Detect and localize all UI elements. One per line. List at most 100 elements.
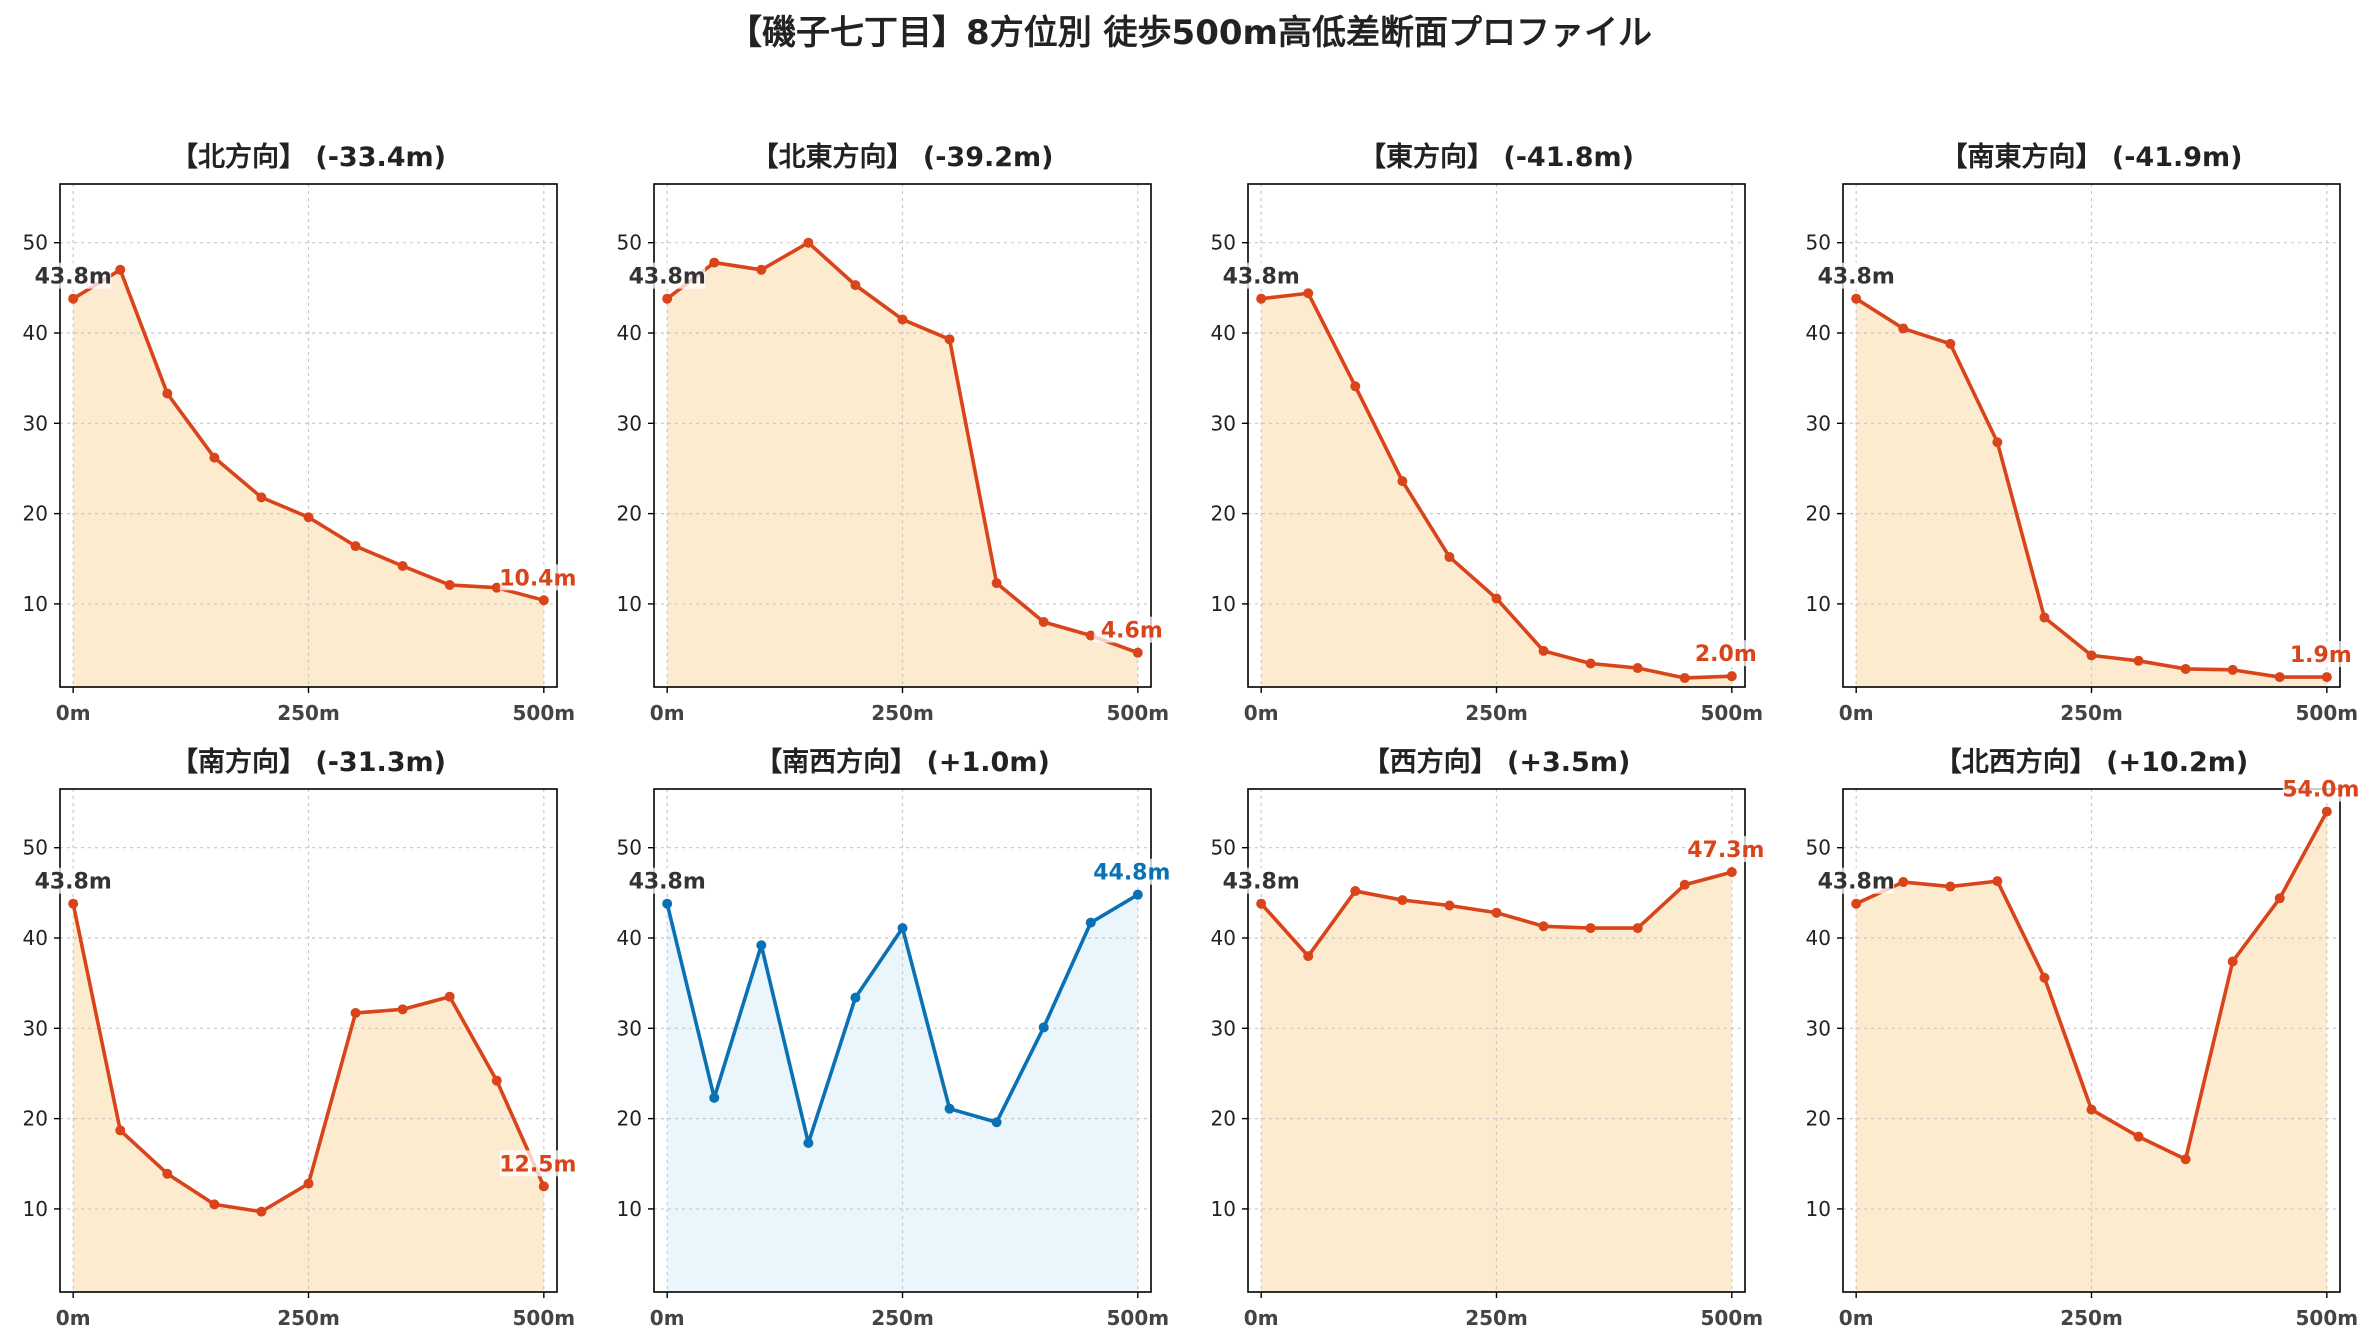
start-label: 43.8m	[35, 265, 112, 290]
start-label-bg	[1223, 867, 1300, 894]
data-point	[444, 579, 455, 590]
start-label: 43.8m	[1818, 870, 1895, 895]
y-tick-label: 40	[617, 926, 642, 950]
end-label-bg	[2282, 641, 2359, 668]
data-point	[897, 314, 908, 325]
data-point	[256, 492, 267, 503]
data-point	[991, 578, 1002, 589]
end-label-bg	[1093, 616, 1170, 643]
y-tick-label: 20	[1211, 502, 1236, 526]
start-label-bg	[35, 262, 112, 289]
end-label-bg	[1093, 858, 1170, 885]
y-tick-label: 20	[617, 502, 642, 526]
data-point	[1538, 645, 1549, 656]
panel-title: 【南東方向】 (-41.9m)	[1940, 141, 2242, 173]
y-tick-label: 10	[1806, 1197, 1831, 1221]
x-tick-label: 0m	[1244, 701, 1279, 725]
x-tick-label: 500m	[2296, 701, 2359, 725]
data-point	[303, 1178, 314, 1189]
y-tick-label: 10	[1211, 592, 1236, 616]
x-tick-label: 0m	[56, 701, 91, 725]
y-tick-label: 30	[1806, 411, 1831, 435]
y-tick-label: 40	[23, 321, 48, 345]
y-tick-label: 40	[617, 321, 642, 345]
area-fill	[1856, 811, 2327, 1292]
data-point	[2227, 664, 2238, 675]
data-point	[897, 923, 908, 934]
y-tick-label: 10	[1211, 1197, 1236, 1221]
data-point	[2321, 806, 2332, 817]
data-point	[303, 512, 314, 523]
y-tick-label: 50	[617, 836, 642, 860]
x-tick-label: 0m	[1839, 1306, 1874, 1330]
data-point	[2180, 663, 2191, 674]
end-label: 54.0m	[2282, 778, 2359, 803]
panel-title: 【北方向】 (-33.4m)	[171, 141, 446, 173]
data-point	[2039, 612, 2050, 623]
data-point	[1038, 616, 1049, 627]
x-tick-label: 0m	[1839, 701, 1874, 725]
panel-title: 【北東方向】 (-39.2m)	[751, 141, 1053, 173]
start-label-bg	[1818, 867, 1895, 894]
data-point	[1444, 900, 1455, 911]
data-point	[1851, 293, 1862, 304]
x-tick-label: 500m	[513, 1306, 576, 1330]
data-point	[1679, 672, 1690, 683]
start-label: 43.8m	[629, 870, 706, 895]
y-tick-label: 50	[23, 836, 48, 860]
data-point	[1350, 381, 1361, 392]
data-point	[2086, 1104, 2097, 1115]
data-point	[1303, 951, 1314, 962]
data-point	[2274, 672, 2285, 683]
data-point	[1538, 921, 1549, 932]
start-label: 43.8m	[1818, 265, 1895, 290]
data-point	[115, 264, 126, 275]
x-tick-label: 250m	[2060, 1306, 2123, 1330]
data-point	[850, 280, 861, 291]
data-point	[1679, 879, 1690, 890]
data-point	[350, 1007, 361, 1018]
data-point	[944, 334, 955, 345]
y-tick-label: 10	[23, 1197, 48, 1221]
x-tick-label: 500m	[1701, 1306, 1764, 1330]
y-tick-label: 50	[1211, 231, 1236, 255]
start-label-bg	[629, 867, 706, 894]
start-label-bg	[1223, 262, 1300, 289]
x-tick-label: 250m	[277, 701, 340, 725]
x-tick-label: 500m	[1107, 1306, 1170, 1330]
y-tick-label: 30	[1211, 1016, 1236, 1040]
start-label: 43.8m	[1223, 265, 1300, 290]
data-point	[209, 452, 220, 463]
data-point	[1585, 658, 1596, 669]
data-point	[1303, 288, 1314, 299]
figure-title: 【磯子七丁目】8方位別 徒歩500m高低差断面プロファイル	[728, 13, 1652, 53]
data-point	[1085, 630, 1096, 641]
x-tick-label: 250m	[1465, 701, 1528, 725]
data-point	[709, 1092, 720, 1103]
data-point	[444, 991, 455, 1002]
y-tick-label: 40	[1211, 926, 1236, 950]
x-tick-label: 0m	[650, 701, 685, 725]
end-label: 1.9m	[2290, 643, 2352, 668]
area-fill	[1261, 872, 1732, 1292]
data-point	[850, 992, 861, 1003]
data-point	[162, 1168, 173, 1179]
y-tick-label: 30	[23, 1016, 48, 1040]
y-tick-label: 10	[617, 592, 642, 616]
data-point	[1898, 877, 1909, 888]
data-point	[491, 582, 502, 593]
y-tick-label: 10	[23, 592, 48, 616]
data-point	[1350, 886, 1361, 897]
end-label: 2.0m	[1695, 642, 1757, 667]
y-tick-label: 30	[23, 411, 48, 435]
y-tick-label: 20	[617, 1107, 642, 1131]
x-tick-label: 0m	[56, 1306, 91, 1330]
start-label-bg	[1818, 262, 1895, 289]
data-point	[1132, 647, 1143, 658]
y-tick-label: 50	[23, 231, 48, 255]
